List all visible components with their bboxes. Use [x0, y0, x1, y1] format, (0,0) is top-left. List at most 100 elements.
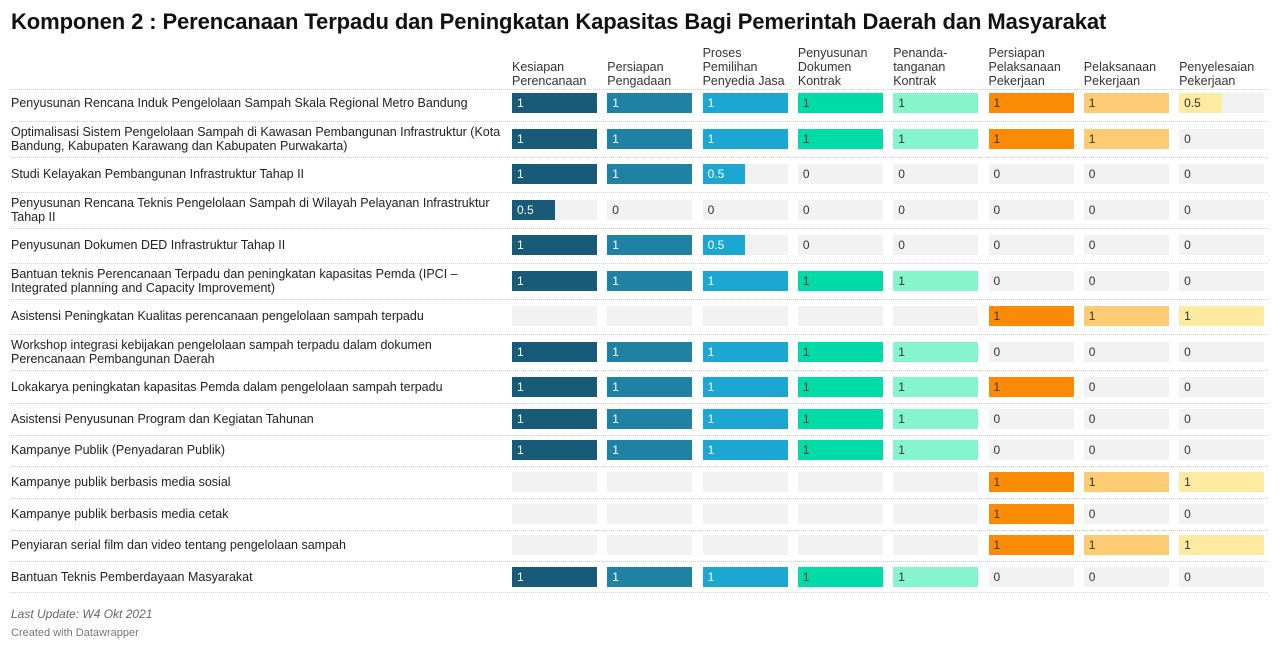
progress-value: 1 — [993, 96, 1001, 110]
progress-bar — [1179, 535, 1265, 555]
progress-cell: 1 — [607, 129, 693, 149]
progress-cell: 1 — [797, 567, 883, 587]
progress-value: 1 — [707, 345, 715, 359]
progress-value: 0 — [1184, 167, 1191, 181]
progress-cell: 1 — [797, 440, 883, 460]
column-header: Penanda- tanganan Kontrak — [893, 46, 948, 88]
progress-cell: 0 — [1179, 129, 1265, 149]
progress-cell — [512, 472, 597, 492]
progress-cell: 0.5 — [512, 200, 597, 220]
progress-bar — [702, 129, 788, 149]
progress-cell: 1 — [512, 271, 597, 291]
progress-value: 1 — [517, 96, 524, 110]
progress-cell — [797, 306, 883, 326]
progress-bar — [797, 409, 883, 429]
row-label: Asistensi Penyusunan Program dan Kegiata… — [11, 412, 314, 426]
progress-cell: 1 — [893, 129, 979, 149]
progress-cell: 0 — [1179, 409, 1265, 429]
progress-value: 0.5 — [707, 238, 725, 252]
progress-value: 1 — [517, 345, 524, 359]
progress-bar — [512, 567, 597, 587]
progress-cell: 1 — [1083, 93, 1169, 113]
progress-cell: 0 — [1083, 200, 1169, 220]
progress-cell: 1 — [702, 440, 788, 460]
progress-cell: 1 — [988, 377, 1074, 397]
progress-value: 0 — [898, 167, 905, 181]
column-header: Proses Pemilihan Penyedia Jasa — [702, 46, 785, 88]
progress-cell: 1 — [702, 271, 788, 291]
progress-cell: 1 — [893, 342, 979, 362]
progress-cell: 0 — [1179, 377, 1265, 397]
progress-bar — [1083, 93, 1169, 113]
progress-cell: 1 — [607, 235, 693, 255]
progress-bar — [607, 440, 693, 460]
progress-cell: 0 — [1083, 164, 1169, 184]
progress-cell: 1 — [702, 567, 788, 587]
progress-value: 1 — [802, 274, 810, 288]
progress-value: 1 — [993, 132, 1001, 146]
progress-cell: 1 — [1179, 306, 1265, 326]
row-label: Bantuan teknis Perencanaan Terpadu dan p… — [11, 267, 458, 295]
progress-cell — [607, 504, 693, 524]
progress-value: 0 — [1088, 345, 1096, 359]
progress-value: 1 — [1184, 538, 1191, 552]
progress-cell: 0 — [702, 200, 788, 220]
progress-cell: 1 — [512, 93, 597, 113]
progress-bar — [702, 377, 788, 397]
progress-bar — [512, 342, 597, 362]
progress-value: 1 — [612, 132, 619, 146]
progress-bar — [893, 377, 979, 397]
progress-cell — [893, 472, 979, 492]
progress-cell — [512, 535, 597, 555]
progress-value: 0 — [1088, 167, 1096, 181]
row-separator — [11, 334, 1268, 335]
row-separator — [11, 561, 1268, 562]
progress-bar — [988, 306, 1074, 326]
datawrapper-credit: Created with Datawrapper — [11, 627, 139, 639]
progress-bar — [797, 567, 883, 587]
progress-bar — [512, 93, 597, 113]
progress-bar — [607, 342, 693, 362]
progress-bar — [1179, 93, 1222, 113]
progress-cell: 1 — [988, 504, 1074, 524]
progress-value: 1 — [517, 412, 524, 426]
progress-value: 1 — [1088, 538, 1096, 552]
progress-value: 0 — [1088, 570, 1096, 584]
progress-cell: 0 — [1179, 271, 1265, 291]
progress-value: 1 — [802, 96, 810, 110]
progress-bar — [893, 129, 979, 149]
progress-value: 0 — [1184, 507, 1191, 521]
progress-value: 1 — [898, 132, 905, 146]
progress-value: 1 — [993, 475, 1001, 489]
progress-value: 1 — [612, 380, 619, 394]
progress-value: 0 — [993, 167, 1001, 181]
column-header: Penyelesaian Pekerjaan — [1179, 60, 1255, 88]
progress-cell: 1 — [893, 377, 979, 397]
progress-cell: 1 — [797, 409, 883, 429]
row-separator — [11, 530, 1268, 531]
progress-cell — [893, 306, 979, 326]
progress-cell: 1 — [1083, 306, 1169, 326]
progress-cell: 1 — [512, 235, 597, 255]
progress-cell — [512, 306, 597, 326]
progress-cell: 1 — [702, 342, 788, 362]
progress-bar — [512, 129, 597, 149]
progress-bar — [607, 164, 693, 184]
progress-bar — [797, 271, 883, 291]
progress-bar — [1179, 306, 1265, 326]
progress-cell: 1 — [893, 93, 979, 113]
progress-value: 0 — [1088, 507, 1096, 521]
progress-value: 1 — [517, 238, 524, 252]
progress-value: 0 — [1088, 412, 1096, 426]
row-label: Kampanye publik berbasis media cetak — [11, 507, 229, 521]
progress-value: 1 — [612, 570, 619, 584]
row-label: Penyusunan Rencana Induk Pengelolaan Sam… — [11, 96, 468, 110]
progress-cell: 0 — [1083, 271, 1169, 291]
progress-bar — [702, 235, 746, 255]
progress-cell: 0 — [988, 409, 1074, 429]
progress-cell: 0 — [1083, 342, 1169, 362]
progress-cell — [702, 306, 788, 326]
progress-cell: 0.5 — [702, 235, 788, 255]
progress-cell: 1 — [512, 164, 597, 184]
progress-value: 1 — [802, 345, 810, 359]
